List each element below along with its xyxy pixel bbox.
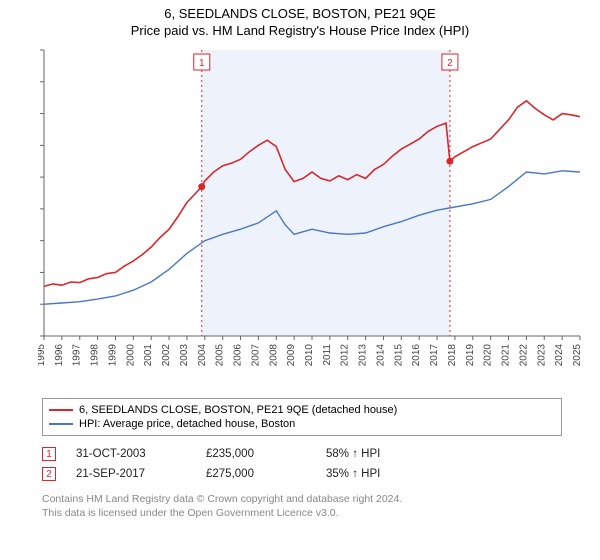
y-tick-label: £100K — [38, 267, 39, 279]
legend-row: HPI: Average price, detached house, Bost… — [49, 417, 555, 431]
x-tick-label: 2014 — [375, 344, 386, 367]
legend: 6, SEEDLANDS CLOSE, BOSTON, PE21 9QE (de… — [42, 398, 562, 436]
y-tick-label: £150K — [38, 236, 39, 248]
x-tick-label: 2015 — [393, 344, 404, 367]
sale-date: 31-OCT-2003 — [76, 448, 186, 460]
y-tick-label: £450K — [38, 46, 39, 57]
sale-badge: 2 — [42, 467, 56, 481]
marker-badge-label: 2 — [447, 58, 453, 69]
page-title-line1: 6, SEEDLANDS CLOSE, BOSTON, PE21 9QE — [0, 6, 600, 21]
y-tick-label: £350K — [38, 109, 39, 121]
y-tick-label: £250K — [38, 172, 39, 184]
x-tick-label: 2024 — [554, 344, 565, 367]
y-tick-label: £300K — [38, 140, 39, 152]
x-tick-label: 2018 — [447, 344, 458, 367]
sale-price: £235,000 — [206, 448, 306, 460]
x-tick-label: 2007 — [250, 344, 261, 367]
footer-line1: Contains HM Land Registry data © Crown c… — [42, 492, 600, 506]
legend-swatch — [49, 409, 73, 411]
y-tick-label: £200K — [38, 204, 39, 216]
sale-pct: 35% ↑ HPI — [326, 468, 426, 480]
chart-svg: £0£50K£100K£150K£200K£250K£300K£350K£400… — [38, 46, 598, 386]
sale-row: 1 31-OCT-2003 £235,000 58% ↑ HPI — [42, 444, 600, 464]
sales-table: 1 31-OCT-2003 £235,000 58% ↑ HPI 2 21-SEP-201… — [42, 444, 600, 484]
footer-line2: This data is licensed under the Open Gov… — [42, 506, 600, 520]
x-tick-label: 2022 — [518, 344, 529, 367]
legend-label: HPI: Average price, detached house, Bost… — [79, 418, 295, 430]
x-tick-label: 2010 — [304, 344, 315, 367]
x-tick-label: 2008 — [268, 344, 279, 367]
x-tick-label: 2012 — [340, 344, 351, 367]
sale-price: £275,000 — [206, 468, 306, 480]
x-tick-label: 2011 — [322, 344, 333, 366]
x-tick-label: 2002 — [161, 344, 172, 367]
sale-date: 21-SEP-2017 — [76, 468, 186, 480]
y-tick-label: £400K — [38, 77, 39, 89]
x-tick-label: 2006 — [233, 344, 244, 367]
x-tick-label: 2001 — [143, 344, 154, 367]
x-tick-label: 1998 — [90, 344, 101, 367]
sale-badge: 1 — [42, 447, 56, 461]
legend-row: 6, SEEDLANDS CLOSE, BOSTON, PE21 9QE (de… — [49, 403, 555, 417]
x-tick-label: 2019 — [465, 344, 476, 367]
x-tick-label: 2020 — [483, 344, 494, 367]
x-tick-label: 2003 — [179, 344, 190, 367]
x-tick-label: 1999 — [107, 344, 118, 367]
x-tick-label: 1995 — [38, 344, 47, 367]
x-tick-label: 2021 — [501, 344, 512, 367]
x-tick-label: 2016 — [411, 344, 422, 367]
x-tick-label: 2017 — [429, 344, 440, 367]
page-title-line2: Price paid vs. HM Land Registry's House … — [0, 23, 600, 38]
sale-pct: 58% ↑ HPI — [326, 448, 426, 460]
x-tick-label: 2023 — [536, 344, 547, 367]
x-tick-label: 1997 — [72, 344, 83, 367]
legend-swatch — [49, 423, 73, 425]
footer-attribution: Contains HM Land Registry data © Crown c… — [42, 492, 600, 520]
sale-row: 2 21-SEP-2017 £275,000 35% ↑ HPI — [42, 464, 600, 484]
legend-label: 6, SEEDLANDS CLOSE, BOSTON, PE21 9QE (de… — [79, 404, 397, 416]
x-tick-label: 2000 — [125, 344, 136, 367]
x-tick-label: 2025 — [572, 344, 583, 367]
price-chart: £0£50K£100K£150K£200K£250K£300K£350K£400… — [38, 46, 598, 386]
y-tick-label: £50K — [38, 299, 39, 311]
shaded-band — [202, 50, 450, 336]
x-tick-label: 2013 — [358, 344, 369, 367]
x-tick-label: 2004 — [197, 344, 208, 367]
x-tick-label: 2009 — [286, 344, 297, 367]
x-tick-label: 2005 — [215, 344, 226, 367]
x-tick-label: 1996 — [54, 344, 65, 367]
marker-badge-label: 1 — [199, 58, 205, 69]
